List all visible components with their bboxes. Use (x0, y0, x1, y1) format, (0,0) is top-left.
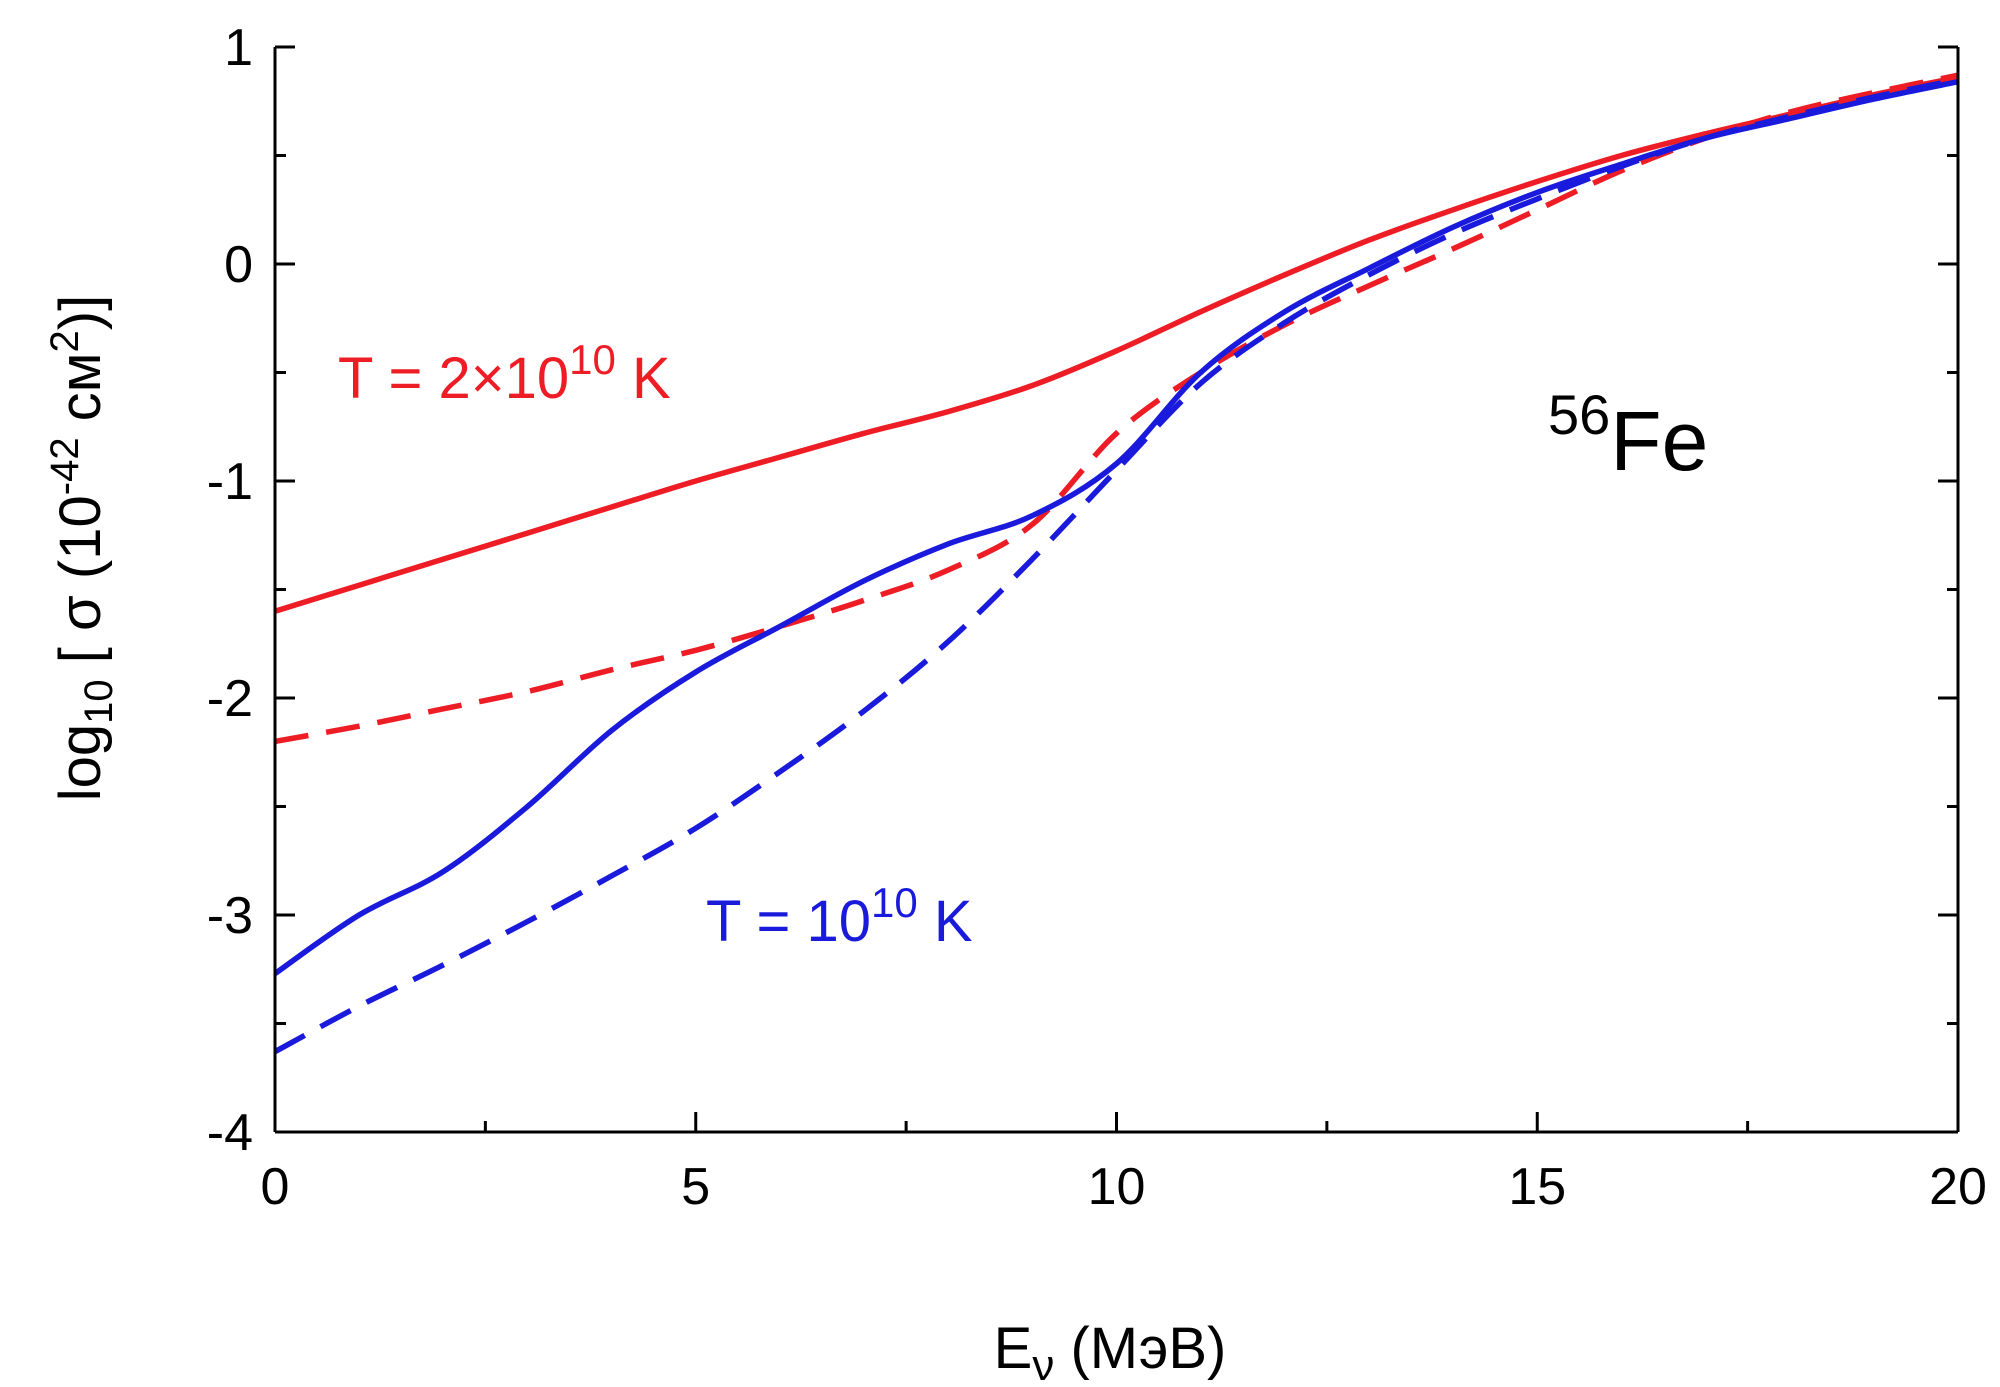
x-tick-label: 0 (261, 1158, 290, 1216)
y-axis-title: log10 [ σ (10-42 см2)] (43, 295, 121, 802)
y-title-mid: [ σ (10 (48, 495, 113, 679)
blue-label-post: K (918, 889, 973, 954)
x-tick-label: 15 (1508, 1158, 1566, 1216)
series-line-blue-dashed (275, 76, 1958, 1055)
x-axis-title: Eν (МэВ) (994, 1316, 1227, 1387)
y-tick-label: 1 (224, 19, 253, 77)
y-tick-label: -3 (207, 887, 253, 945)
tick-labels: 0 5 10 15 20 -4 -3 -2 -1 0 1 (207, 19, 1987, 1216)
isotope-sup: 56 (1548, 383, 1610, 446)
x-tick-label: 5 (681, 1158, 710, 1216)
y-tick-label: 0 (224, 236, 253, 294)
blue-label-pre: T = 10 (706, 889, 871, 954)
isotope-text: Fe (1610, 394, 1708, 488)
isotope-label: 56Fe (1548, 383, 1708, 488)
red-series-label: T = 2×1010 K (338, 336, 671, 411)
y-title-pre: log (48, 724, 113, 801)
red-label-sup: 10 (569, 336, 616, 383)
blue-label-sup: 10 (871, 879, 918, 926)
x-title-sub: ν (1032, 1341, 1054, 1387)
y-title-mid2: см (48, 352, 113, 437)
axis-layer (273, 45, 1960, 1134)
x-title-rest: (МэВ) (1054, 1316, 1226, 1381)
series-line-blue-solid (275, 79, 1958, 976)
x-tick-label: 20 (1929, 1158, 1987, 1216)
x-tick-label: 10 (1088, 1158, 1146, 1216)
y-tick-label: -2 (207, 670, 253, 728)
series-line-red-dashed (275, 72, 1958, 745)
y-title-post: )] (48, 295, 113, 330)
y-title-sup2: 2 (43, 330, 87, 352)
y-tick-label: -1 (207, 453, 253, 511)
y-tick-label: -4 (207, 1104, 253, 1162)
y-title-sup: -42 (43, 437, 87, 495)
x-title-main: E (994, 1316, 1033, 1381)
blue-series-label: T = 1010 K (706, 879, 973, 954)
y-title-sub: 10 (77, 679, 121, 724)
series-line-red-solid (275, 74, 1958, 614)
red-label-post: K (616, 346, 671, 411)
red-label-pre: T = 2×10 (338, 346, 569, 411)
series-layer (275, 72, 1958, 1055)
